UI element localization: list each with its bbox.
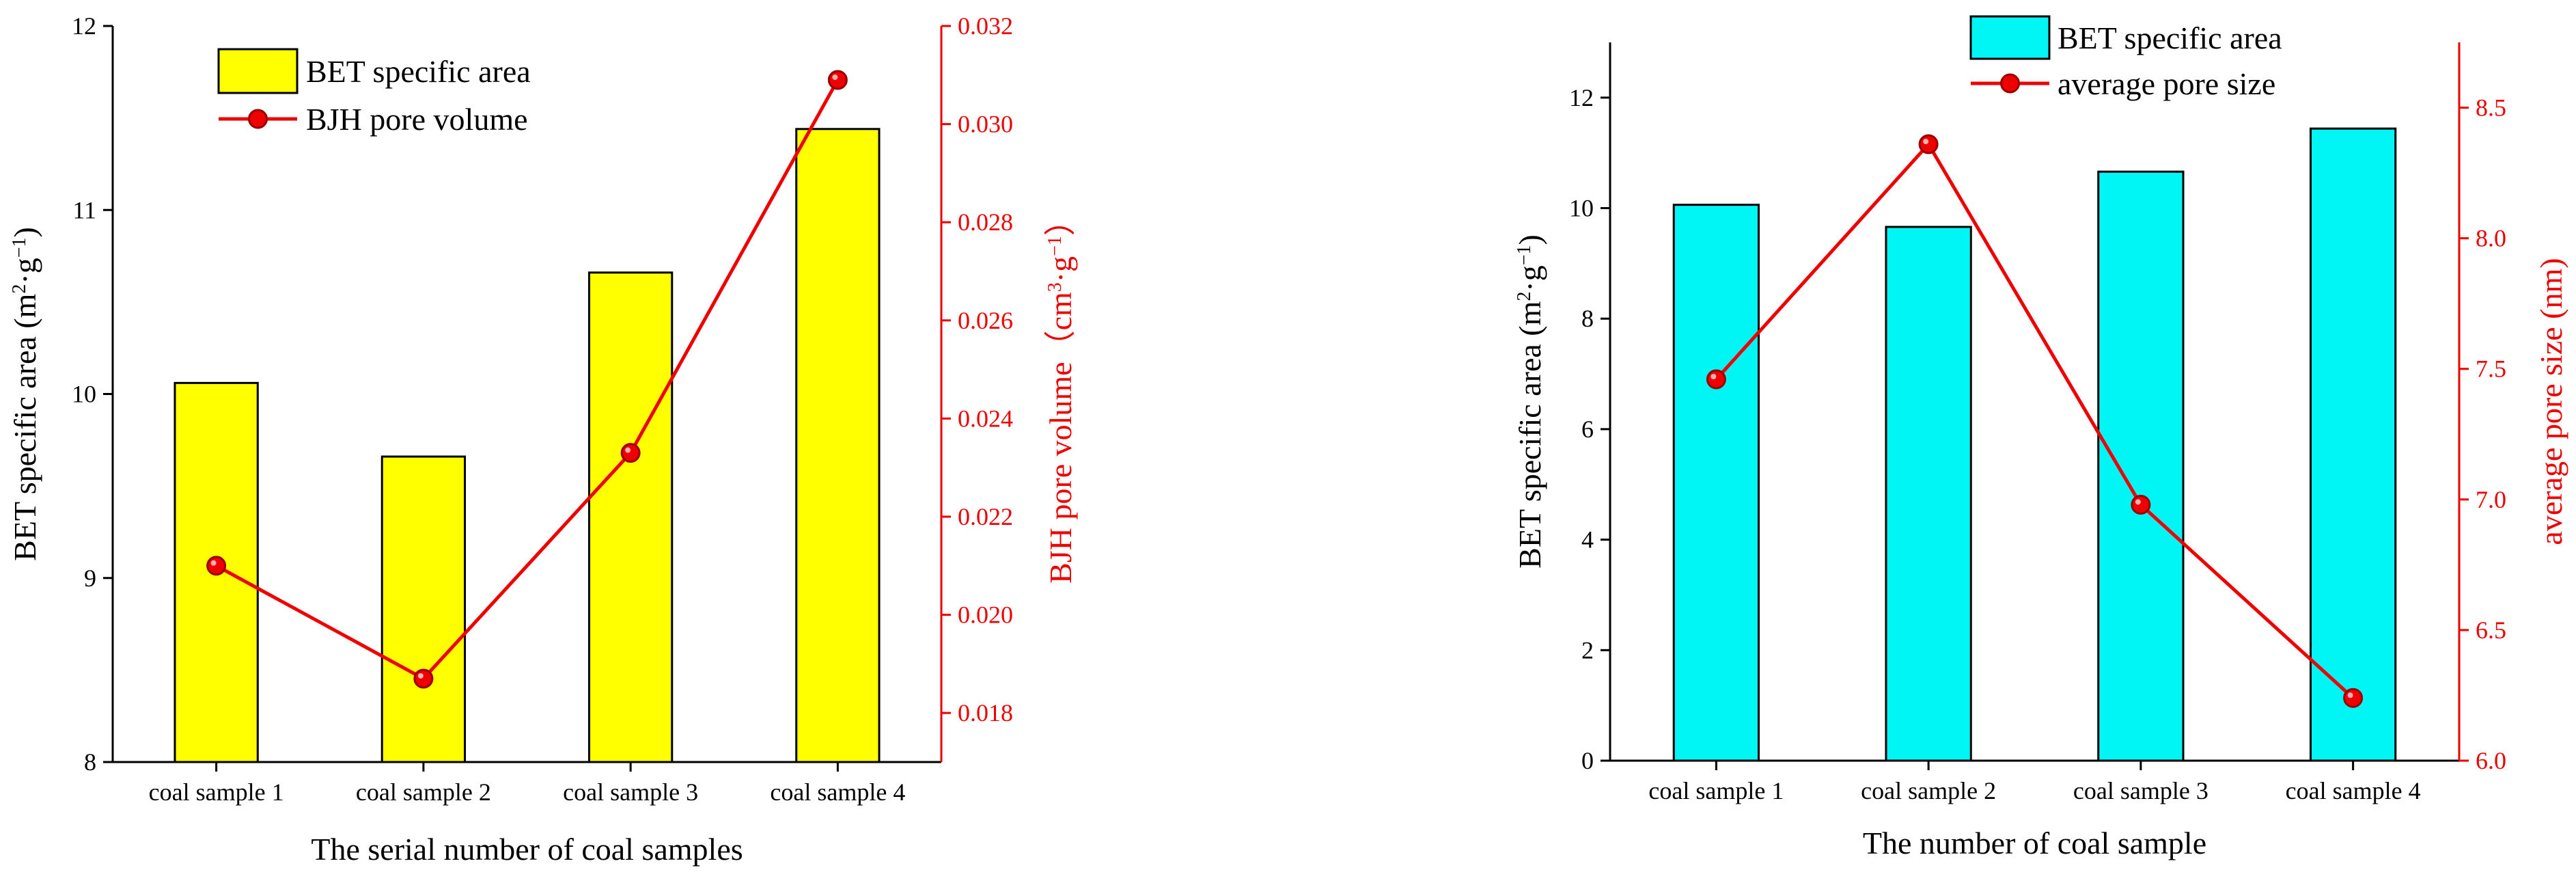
line-series (1715, 141, 2355, 700)
right-axis-title-part: 3 (1044, 282, 1066, 292)
bar-4 (795, 128, 881, 763)
line-point-highlight (1711, 374, 1717, 380)
left-tick-label: 10 (1569, 195, 1594, 222)
left-axis-title-part: ) (8, 227, 42, 237)
line-point-4 (2343, 688, 2364, 708)
left-axis-title: BET specific area (m2·g−1) (1512, 234, 1547, 569)
line-point-highlight (417, 673, 424, 679)
right-tick-label: 0.026 (958, 307, 1013, 334)
bar-3 (587, 271, 674, 763)
legend: BET specific area BJH pore volume (217, 48, 531, 137)
right-tick-label: 7.5 (2476, 355, 2506, 383)
bar-2 (1885, 226, 1972, 762)
right-axis-title-part: ·g (1043, 256, 1078, 282)
right-axis-title: average pore size (nm) (2534, 258, 2568, 545)
x-tick-label: coal sample 4 (2286, 777, 2421, 804)
bar-4 (2309, 127, 2397, 762)
chart-2: 0 2 4 6 8 10 12 coal sample 1 coal sample 2 coal … (1512, 15, 2568, 860)
right-tick-label: 0.028 (958, 208, 1013, 236)
right-tick-label: 0.030 (958, 111, 1013, 138)
left-tick-label: 8 (1581, 305, 1594, 332)
right-axis-title-part: ） (1043, 204, 1078, 236)
x-tick-label: coal sample 2 (356, 778, 491, 806)
left-tick-label: 12 (72, 12, 96, 40)
left-tick-label: 12 (1569, 84, 1594, 111)
legend-label-bar: BET specific area (2058, 21, 2282, 55)
right-tick-label: 0.022 (958, 503, 1013, 530)
line-point-highlight (625, 447, 631, 453)
right-tick-label: 0.018 (958, 699, 1013, 726)
chart-1: 8 9 10 11 12 coal sample 1 coal sample 2 coal s… (8, 12, 1078, 867)
right-tick-label: 6.5 (2476, 616, 2506, 644)
line-point-highlight (210, 560, 217, 566)
left-tick-label: 8 (84, 748, 96, 776)
legend-line-marker (248, 109, 268, 129)
x-axis-title: The number of coal sample (1863, 826, 2206, 860)
line-point-highlight (2347, 692, 2353, 698)
x-tick-label: coal sample 1 (149, 778, 284, 806)
left-axis-title: BET specific area (m2·g−1) (8, 227, 42, 561)
right-tick-label: 8.0 (2476, 225, 2506, 252)
line-point-1 (1706, 369, 1726, 390)
line-point-1 (206, 556, 227, 576)
line-point-3 (620, 443, 641, 463)
right-tick-label: 7.0 (2476, 486, 2506, 513)
left-tick-label: 10 (72, 381, 96, 408)
line-point-3 (2131, 494, 2151, 515)
left-tick-label: 11 (72, 196, 96, 223)
left-axis-title-part: 2 (9, 284, 30, 294)
legend: BET specific area average pore size (1969, 15, 2282, 101)
left-axis-title-part: ·g (8, 258, 42, 284)
line-point-2 (1918, 134, 1939, 154)
left-axis-title-part: −1 (1514, 245, 1535, 265)
legend-line-marker (2000, 73, 2020, 94)
right-axis-title-part: −1 (1044, 236, 1066, 256)
right-tick-label: 0.032 (958, 12, 1013, 40)
right-tick-label: 6.0 (2476, 747, 2506, 774)
legend-bar-swatch (1969, 15, 2051, 60)
line-point-4 (827, 70, 848, 90)
x-tick-label: coal sample 1 (1648, 777, 1784, 804)
left-axis-title-part: ·g (1512, 265, 1547, 291)
legend-label-line: average pore size (2058, 66, 2275, 101)
bar-1 (1672, 204, 1760, 762)
left-tick-label: 6 (1581, 416, 1594, 443)
left-axis-title-part: 2 (1514, 292, 1535, 301)
bar-3 (2097, 170, 2185, 762)
x-tick-label: coal sample 4 (770, 778, 905, 806)
line-point-highlight (832, 74, 838, 80)
line-series (215, 79, 840, 681)
left-axis-title-part: BET specific area (m (1512, 301, 1547, 568)
left-tick-label: 0 (1581, 747, 1594, 774)
bar-2 (380, 455, 467, 763)
line-point-highlight (1923, 139, 1929, 145)
right-axis-title: BJH pore volume（cm3·g−1） (1043, 204, 1078, 584)
legend-bar-swatch (217, 48, 299, 94)
x-tick-label: coal sample 2 (1861, 777, 1996, 804)
x-axis-title: The serial number of coal samples (311, 832, 743, 867)
x-tick-label: coal sample 3 (563, 778, 698, 806)
legend-label-line: BJH pore volume (306, 102, 528, 137)
left-axis-title-part: ) (1512, 234, 1547, 245)
right-tick-label: 8.5 (2476, 94, 2506, 122)
line-point-highlight (2135, 499, 2141, 505)
right-axis-title-part: BJH pore volume（cm (1043, 292, 1078, 584)
line-point-2 (413, 668, 434, 689)
left-tick-label: 4 (1581, 526, 1594, 554)
left-tick-label: 9 (84, 565, 96, 592)
left-tick-label: 2 (1581, 636, 1594, 664)
right-tick-label: 0.020 (958, 601, 1013, 629)
right-axis-title-part: average pore size (nm) (2534, 258, 2568, 545)
left-axis-title-part: −1 (9, 237, 30, 258)
right-tick-label: 0.024 (958, 405, 1013, 432)
left-axis-title-part: BET specific area (m (8, 293, 42, 560)
x-tick-label: coal sample 3 (2073, 777, 2208, 804)
legend-label-bar: BET specific area (306, 54, 531, 89)
